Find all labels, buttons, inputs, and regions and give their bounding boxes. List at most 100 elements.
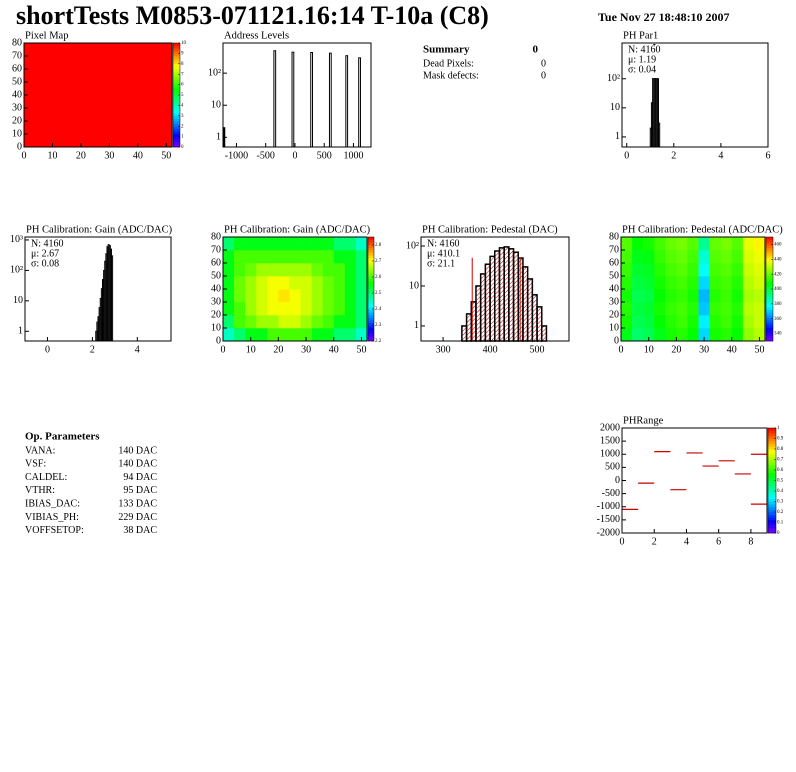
heat-cell — [289, 276, 301, 290]
palette — [173, 56, 180, 59]
heat-cell — [223, 276, 235, 290]
palette — [768, 483, 776, 487]
heat-cell — [322, 237, 335, 251]
palette — [173, 131, 180, 135]
palette — [766, 250, 773, 253]
heat-cell — [709, 289, 721, 303]
heat-cell — [234, 328, 246, 342]
palette — [766, 273, 773, 277]
heat-cell — [256, 276, 268, 290]
z-tick-label: 2.5 — [375, 291, 382, 296]
heat-cell — [300, 263, 312, 277]
palette — [173, 82, 180, 85]
y-tick-label: -500 — [602, 488, 620, 499]
heat-cell — [720, 276, 733, 290]
palette — [768, 519, 776, 523]
palette — [768, 428, 776, 431]
heat-cell — [676, 263, 688, 277]
palette — [766, 237, 773, 240]
palette — [768, 472, 776, 476]
palette — [768, 446, 776, 450]
heat-cell — [223, 237, 235, 251]
y-tick-label: 500 — [605, 462, 620, 473]
heat-cell — [731, 302, 744, 316]
x-tick-label: 0 — [620, 536, 625, 547]
palette — [368, 250, 374, 253]
heat-cell — [687, 263, 699, 277]
op-label: VSF: — [25, 459, 46, 470]
palette — [173, 79, 180, 83]
z-tick-label: 2.7 — [375, 259, 382, 264]
summary-label: Mask defects: — [423, 70, 479, 81]
heat-cell — [256, 250, 268, 264]
heat-cell — [322, 276, 335, 290]
heat-cell — [278, 328, 290, 342]
palette — [173, 121, 180, 124]
heat-cell — [687, 237, 699, 251]
heat-cell — [311, 237, 323, 251]
x-tick-label: 500 — [530, 344, 545, 355]
heat-cell — [742, 315, 755, 329]
palette — [766, 239, 773, 243]
palette — [173, 92, 180, 96]
palette — [768, 509, 776, 513]
x-tick-label: 6 — [716, 536, 721, 547]
hist-bar — [291, 51, 295, 148]
z-tick-label: 0.2 — [777, 510, 784, 515]
x-tick-label: 20 — [76, 150, 86, 161]
heat-cell — [300, 315, 312, 329]
y-tick-label: 40 — [609, 283, 619, 294]
palette — [173, 63, 180, 67]
z-tick-label: 3 — [181, 114, 184, 119]
palette — [768, 438, 776, 442]
palette — [766, 265, 773, 269]
heat-cell — [322, 250, 335, 264]
palette — [766, 289, 773, 292]
palette-frame — [367, 236, 375, 342]
palette — [368, 338, 374, 342]
heat-cell — [322, 315, 335, 329]
heat-cell — [621, 250, 633, 264]
heat-cell — [665, 315, 677, 329]
heat-cell — [709, 302, 721, 316]
palette — [368, 330, 374, 334]
heat-cell — [709, 237, 721, 251]
palette — [368, 270, 374, 274]
heat-cell — [267, 276, 279, 290]
palette — [768, 498, 776, 502]
palette — [766, 276, 773, 279]
heat-cell — [632, 237, 644, 251]
palette — [368, 263, 374, 266]
heat-cell — [709, 315, 721, 329]
heat-cell — [621, 302, 633, 316]
heat-cell — [278, 315, 290, 329]
palette — [768, 525, 776, 529]
x-tick-label: 10 — [246, 344, 256, 355]
heat-cell — [720, 328, 733, 342]
palette — [768, 441, 776, 445]
heat-cell — [234, 250, 246, 264]
heat-cell — [654, 302, 666, 316]
heat-cell — [621, 276, 633, 290]
heat-cell — [289, 315, 301, 329]
frame — [621, 42, 769, 148]
heat-cell — [698, 263, 710, 277]
op-value: 94 DAC — [123, 472, 157, 483]
z-tick-label: 4 — [181, 104, 184, 109]
palette — [368, 257, 374, 261]
y-tick-label: 80 — [12, 37, 22, 48]
heat-cell — [643, 315, 655, 329]
heat-cell — [344, 289, 357, 303]
op-label: IBIAS_DAC: — [25, 498, 80, 509]
z-tick-label: 0.3 — [777, 500, 784, 505]
heat-cell — [753, 263, 766, 277]
heat-cell — [720, 315, 733, 329]
stats-text: σ: 21.1 — [427, 258, 455, 269]
palette — [768, 449, 776, 452]
y-tick-label: 10 — [211, 100, 221, 111]
palette — [766, 260, 773, 264]
z-tick-label: 0.8 — [777, 447, 784, 452]
heat-cell — [676, 250, 688, 264]
palette — [173, 69, 180, 72]
palette — [173, 108, 180, 111]
